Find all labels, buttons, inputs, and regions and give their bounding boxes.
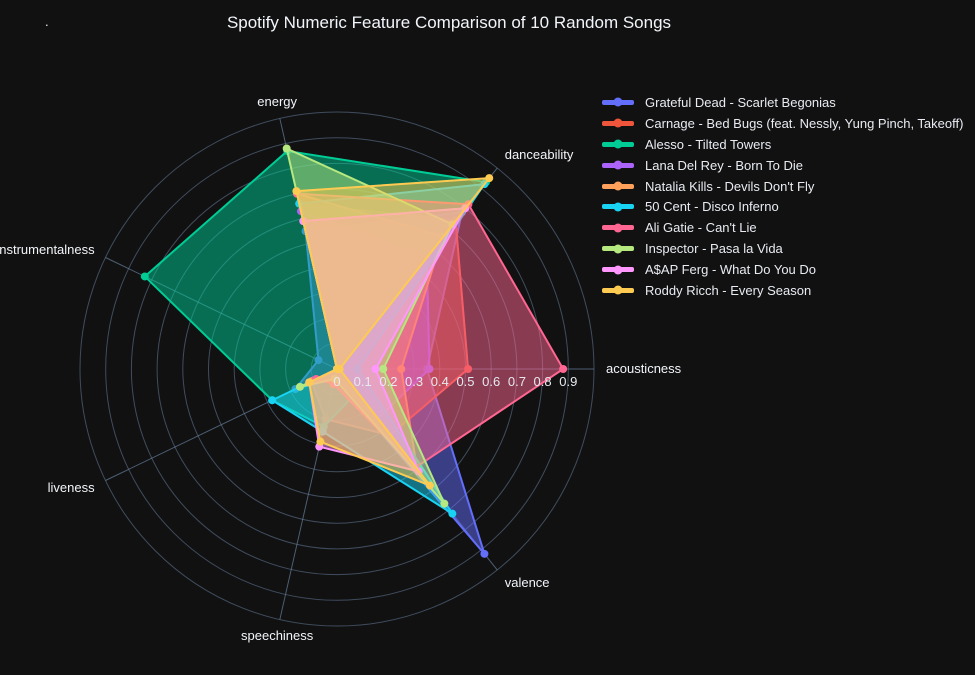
legend-marker-dot	[613, 265, 623, 275]
legend-item[interactable]: Carnage - Bed Bugs (feat. Nessly, Yung P…	[602, 113, 963, 134]
series-point-marker[interactable]	[292, 187, 301, 196]
series-point-marker[interactable]	[295, 382, 304, 391]
legend-item[interactable]: Inspector - Pasa la Vida	[602, 238, 963, 259]
legend-marker-dot	[613, 139, 623, 149]
legend-label: Lana Del Rey - Born To Die	[645, 157, 804, 173]
legend-label: 50 Cent - Disco Inferno	[645, 199, 779, 215]
legend-line-sample	[602, 97, 634, 107]
series-point-marker[interactable]	[425, 481, 434, 490]
category-axis-label-speechiness: speechiness	[241, 628, 314, 643]
radial-tick-label: 0.7	[508, 374, 526, 389]
legend-marker-dot	[613, 160, 623, 170]
legend-line-sample	[602, 285, 634, 295]
legend-marker-dot	[613, 118, 623, 128]
chart-title: Spotify Numeric Feature Comparison of 10…	[227, 13, 671, 32]
legend-marker-dot	[613, 202, 623, 212]
legend-line-sample	[602, 181, 634, 191]
legend-line-sample	[602, 202, 634, 212]
legend-marker-dot	[613, 244, 623, 254]
radial-tick-label: 0.2	[379, 374, 397, 389]
legend-marker-dot	[613, 285, 623, 295]
category-axis-label-danceability: danceability	[505, 147, 574, 162]
series-point-marker[interactable]	[448, 509, 457, 518]
legend-item[interactable]: Ali Gatie - Can't Lie	[602, 217, 963, 238]
legend-item[interactable]: A$AP Ferg - What Do You Do	[602, 259, 963, 280]
legend-label: Alesso - Tilted Towers	[645, 136, 772, 152]
legend-line-sample	[602, 160, 634, 170]
category-axis-label-valence: valence	[505, 575, 550, 590]
radial-tick-label: 0.8	[534, 374, 552, 389]
legend-item[interactable]: Grateful Dead - Scarlet Begonias	[602, 92, 963, 113]
legend-marker-dot	[613, 223, 623, 233]
legend-item[interactable]: 50 Cent - Disco Inferno	[602, 196, 963, 217]
series-point-marker[interactable]	[559, 365, 568, 373]
category-axis-label-liveness: liveness	[48, 480, 95, 495]
radial-tick-label: 0	[333, 374, 340, 389]
radial-tick-label: 0.1	[354, 374, 372, 389]
series-point-marker[interactable]	[282, 144, 291, 153]
legend-line-sample	[602, 223, 634, 233]
radial-tick-label: 0.3	[405, 374, 423, 389]
series-polygon[interactable]	[295, 177, 491, 487]
series-layer	[140, 144, 568, 558]
legend-label: Grateful Dead - Scarlet Begonias	[645, 94, 836, 110]
radial-tick-label: 0.9	[559, 374, 577, 389]
series-point-marker[interactable]	[485, 174, 494, 183]
legend-item[interactable]: Alesso - Tilted Towers	[602, 134, 963, 155]
legend-label: Roddy Ricch - Every Season	[645, 282, 812, 298]
legend-label: Natalia Kills - Devils Don't Fly	[645, 178, 815, 194]
legend-line-sample	[602, 244, 634, 254]
chart-legend: Grateful Dead - Scarlet Begonias Carnage …	[602, 92, 963, 301]
legend-marker-dot	[613, 97, 623, 107]
radial-tick-label: 0.6	[482, 374, 500, 389]
series-point-marker[interactable]	[316, 437, 325, 446]
radial-tick-label: 0.5	[456, 374, 474, 389]
legend-marker-dot	[613, 181, 623, 191]
category-axis-label-instrumentalness: instrumentalness	[0, 242, 95, 257]
legend-label: Ali Gatie - Can't Lie	[645, 220, 757, 236]
legend-line-sample	[602, 118, 634, 128]
category-axis-label-energy: energy	[257, 94, 297, 109]
series-point-marker[interactable]	[379, 365, 388, 373]
series-point-marker[interactable]	[440, 499, 449, 508]
legend-item[interactable]: Lana Del Rey - Born To Die	[602, 155, 963, 176]
legend-line-sample	[602, 139, 634, 149]
legend-label: A$AP Ferg - What Do You Do	[645, 262, 817, 278]
legend-item[interactable]: Natalia Kills - Devils Don't Fly	[602, 176, 963, 197]
legend-item[interactable]: Roddy Ricch - Every Season	[602, 280, 963, 301]
legend-line-sample	[602, 265, 634, 275]
series-point-marker[interactable]	[140, 272, 149, 281]
series-point-marker[interactable]	[305, 378, 314, 387]
stray-dot-annotation: .	[45, 14, 49, 29]
series-point-marker[interactable]	[480, 549, 489, 558]
category-axis-label-acousticness: acousticness	[606, 361, 682, 376]
series-point-marker[interactable]	[268, 396, 277, 405]
legend-label: Carnage - Bed Bugs (feat. Nessly, Yung P…	[645, 115, 964, 131]
axis-label-layer: 0 0.1 0.2 0.3 0.4 0.5 0.6 0.7 0.8 0.9 acousticness…	[0, 94, 682, 643]
radial-tick-label: 0.4	[431, 374, 449, 389]
series-point-marker[interactable]	[333, 365, 341, 373]
series-point-marker[interactable]	[371, 365, 380, 373]
series-group	[292, 174, 494, 490]
legend-label: Inspector - Pasa la Vida	[645, 241, 783, 257]
